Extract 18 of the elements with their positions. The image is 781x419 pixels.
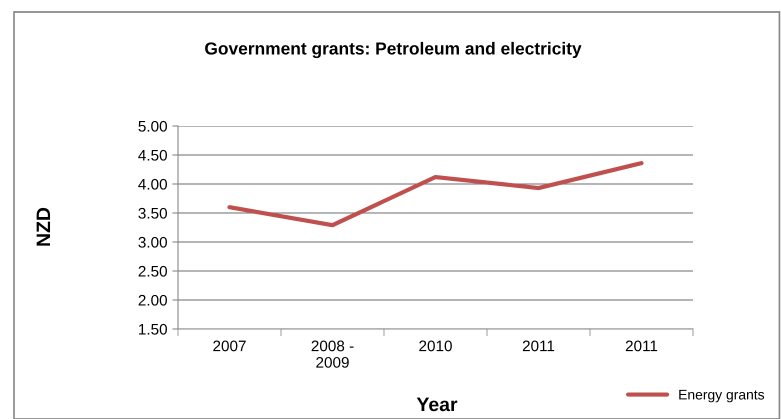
line-series [227,161,644,228]
x-tick-label: 2008 - 2009 [312,340,354,368]
y-axis-title: NZD [36,208,50,246]
y-tick-label: 2.00 [138,294,167,306]
x-tick-label: 2010 [419,340,452,352]
x-tick-label: 2007 [213,340,246,352]
y-tick-label: 4.50 [138,150,167,161]
y-tick-label: 3.50 [138,208,167,219]
y-tick-label: 5.00 [138,120,167,132]
x-axis-title: Year [416,398,458,412]
y-tick-label: 1.50 [139,324,167,335]
x-tick-label: 2011 [626,340,658,352]
y-tick-label: 3.00 [138,236,167,248]
y-tick-label: 2.50 [138,266,167,277]
chart-title: Government grants: Petroleum and electricity [205,42,582,58]
y-tick-label: 4.00 [138,178,167,190]
x-tick-label: 2011 [522,340,554,352]
legend-label: Energy grants [679,390,764,402]
